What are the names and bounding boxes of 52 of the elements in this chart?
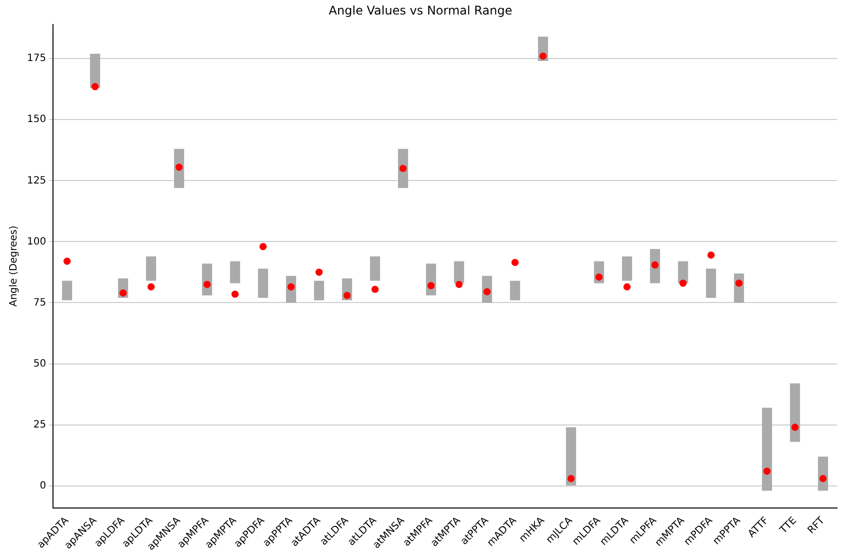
point — [567, 474, 575, 482]
point — [91, 83, 99, 90]
point — [819, 474, 827, 482]
bar — [566, 427, 576, 486]
y-tick-label: 175 — [26, 53, 46, 64]
bar — [62, 280, 72, 300]
point — [63, 258, 71, 265]
chart-title: Angle Values vs Normal Range — [328, 3, 512, 18]
bar — [230, 261, 240, 284]
point — [623, 283, 631, 290]
bar — [510, 280, 520, 300]
point — [119, 289, 127, 297]
point — [707, 252, 715, 259]
bar — [622, 256, 632, 281]
y-tick-label: 25 — [33, 419, 46, 430]
point — [763, 468, 771, 475]
point — [371, 286, 379, 293]
y-tick-label: 75 — [33, 297, 46, 308]
y-tick-label: 150 — [26, 114, 46, 126]
point — [259, 242, 267, 250]
bar — [258, 268, 268, 298]
point — [511, 258, 519, 266]
bar — [370, 256, 380, 281]
bar — [454, 261, 464, 284]
bar — [790, 383, 800, 442]
point — [595, 274, 603, 281]
point — [455, 280, 463, 288]
y-tick-label: 100 — [26, 236, 46, 248]
y-tick-label: 0 — [40, 480, 46, 492]
bar — [678, 261, 688, 284]
bar — [762, 408, 772, 491]
point — [203, 280, 211, 288]
point — [679, 280, 687, 287]
point — [175, 164, 183, 171]
point — [791, 424, 799, 431]
x-tick-label: TTE — [777, 515, 799, 537]
point — [539, 52, 547, 60]
bar — [90, 54, 100, 88]
y-axis-title: Angle (Degrees) — [8, 226, 20, 307]
point — [399, 164, 407, 172]
bar — [146, 256, 156, 281]
point — [315, 268, 323, 276]
y-tick-label: 125 — [26, 175, 46, 186]
y-tick-label: 50 — [33, 358, 46, 370]
bar — [314, 280, 324, 300]
point — [427, 282, 435, 290]
point — [231, 290, 239, 298]
point — [651, 261, 659, 268]
point — [343, 292, 351, 300]
point — [735, 280, 743, 287]
bar — [706, 268, 716, 298]
point — [147, 283, 155, 290]
